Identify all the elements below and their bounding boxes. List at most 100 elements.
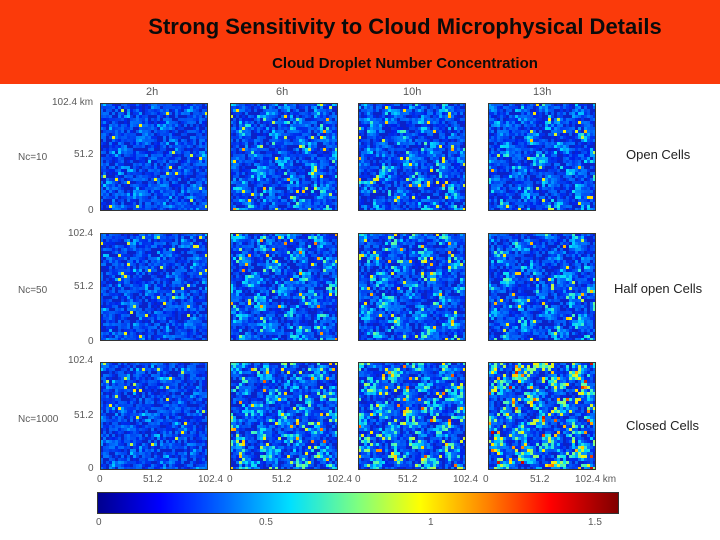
field-cell (293, 205, 296, 208)
field-cell (199, 202, 202, 205)
field-cell (370, 136, 373, 139)
field-cell (157, 178, 160, 181)
field-cell (293, 196, 296, 199)
field-cell (418, 160, 421, 163)
field-cell (272, 166, 275, 169)
field-cell (127, 326, 130, 329)
field-cell (454, 190, 457, 193)
field-cell (391, 154, 394, 157)
field-cell (175, 136, 178, 139)
field-cell (448, 121, 451, 124)
field-cell (127, 193, 130, 196)
field-cell (112, 118, 115, 121)
field-cell (154, 269, 157, 272)
field-cell (142, 242, 145, 245)
field-cell (554, 118, 557, 121)
field-cell (560, 193, 563, 196)
field-cell (388, 175, 391, 178)
field-cell (112, 145, 115, 148)
field-cell (145, 236, 148, 239)
field-cell (299, 175, 302, 178)
field-cell (548, 154, 551, 157)
field-cell (379, 103, 382, 106)
field-cell (539, 160, 542, 163)
field-cell (358, 181, 361, 184)
field-cell (172, 136, 175, 139)
field-cell (560, 199, 563, 202)
field-cell (163, 154, 166, 157)
field-cell (175, 239, 178, 242)
field-cell (103, 115, 106, 118)
field-cell (421, 175, 424, 178)
field-cell (124, 106, 127, 109)
field-cell (418, 121, 421, 124)
field-cell (305, 112, 308, 115)
field-cell (284, 181, 287, 184)
field-cell (590, 172, 593, 175)
field-cell (112, 239, 115, 242)
field-cell (118, 106, 121, 109)
field-cell (323, 190, 326, 193)
field-cell (409, 133, 412, 136)
field-cell (448, 145, 451, 148)
field-cell (406, 160, 409, 163)
field-cell (109, 154, 112, 157)
field-cell (275, 109, 278, 112)
field-cell (205, 239, 208, 242)
field-cell (178, 308, 181, 311)
field-cell (169, 236, 172, 239)
field-cell (160, 193, 163, 196)
field-cell (424, 112, 427, 115)
field-cell (199, 272, 202, 275)
field-cell (491, 163, 494, 166)
field-cell (451, 193, 454, 196)
field-cell (409, 103, 412, 106)
field-cell (593, 205, 596, 208)
field-cell (263, 169, 266, 172)
field-cell (406, 106, 409, 109)
field-cell (536, 208, 539, 211)
field-cell (166, 130, 169, 133)
field-cell (233, 190, 236, 193)
field-cell (109, 115, 112, 118)
field-cell (488, 196, 491, 199)
field-cell (263, 157, 266, 160)
field-cell (442, 148, 445, 151)
field-cell (439, 121, 442, 124)
field-cell (530, 106, 533, 109)
field-cell (575, 190, 578, 193)
field-cell (509, 205, 512, 208)
field-cell (142, 151, 145, 154)
field-cell (163, 311, 166, 314)
field-cell (302, 184, 305, 187)
field-cell (391, 133, 394, 136)
field-cell (193, 266, 196, 269)
field-cell (439, 175, 442, 178)
field-cell (184, 239, 187, 242)
field-cell (121, 187, 124, 190)
field-cell (524, 118, 527, 121)
field-cell (242, 127, 245, 130)
field-cell (521, 103, 524, 106)
field-cell (190, 145, 193, 148)
field-cell (578, 148, 581, 151)
field-cell (382, 199, 385, 202)
field-cell (448, 163, 451, 166)
field-cell (548, 208, 551, 211)
field-cell (409, 172, 412, 175)
field-cell (427, 109, 430, 112)
field-cell (370, 178, 373, 181)
field-cell (190, 106, 193, 109)
field-cell (103, 184, 106, 187)
field-cell (460, 169, 463, 172)
field-cell (287, 196, 290, 199)
field-cell (575, 184, 578, 187)
field-cell (272, 103, 275, 106)
field-cell (281, 169, 284, 172)
field-cell (427, 124, 430, 127)
field-cell (127, 115, 130, 118)
field-cell (436, 181, 439, 184)
field-cell (364, 187, 367, 190)
field-cell (506, 163, 509, 166)
field-cell (124, 115, 127, 118)
